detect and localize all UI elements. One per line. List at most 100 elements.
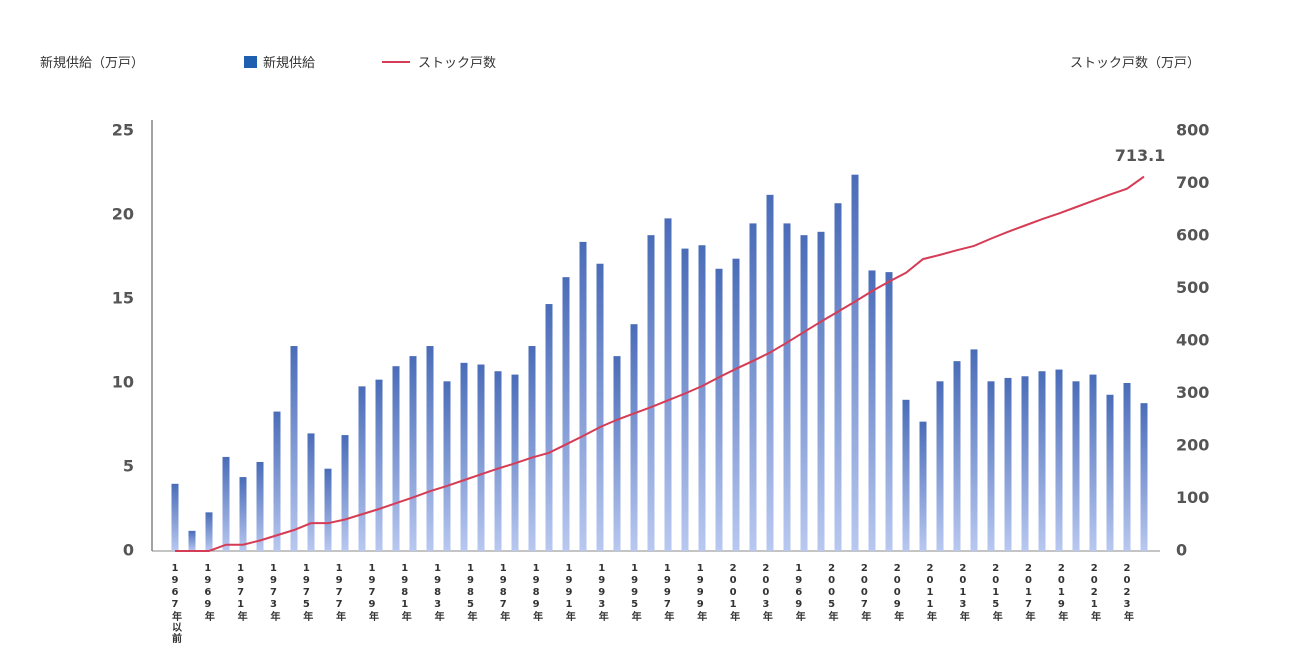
bar: [1089, 374, 1097, 551]
bar: [647, 235, 655, 551]
bar: [1123, 383, 1131, 551]
bar: [681, 248, 689, 551]
bar: [596, 263, 604, 551]
x-tick-label: 1967年以前: [170, 563, 182, 644]
bar: [953, 361, 961, 551]
legend-label: 新規供給: [263, 55, 315, 71]
x-tick-label: 2001年: [728, 563, 740, 622]
bar: [239, 477, 247, 551]
x-tick-label: 1983年: [432, 563, 444, 622]
bar: [1004, 377, 1012, 551]
y2-tick-label: 200: [1176, 436, 1209, 455]
bar: [545, 304, 553, 551]
bar: [885, 272, 893, 551]
bar: [936, 381, 944, 551]
y2-tick-label: 300: [1176, 383, 1209, 402]
bar: [290, 346, 298, 551]
x-tick-label: 2011年: [925, 563, 937, 622]
bar: [324, 468, 332, 551]
y2-tick-label: 600: [1176, 226, 1209, 245]
stock-line: [175, 175, 1145, 552]
bar: [817, 231, 825, 552]
bar: [749, 223, 757, 551]
bar: [1140, 403, 1148, 551]
data-label: 713.1: [1115, 146, 1166, 165]
x-tick-label: 1997年: [662, 563, 674, 622]
bar: [358, 386, 366, 551]
bar: [460, 362, 468, 551]
bar: [698, 245, 706, 552]
bar: [766, 194, 774, 551]
legend-label: ストック戸数: [418, 56, 496, 71]
bar: [987, 381, 995, 551]
x-tick-label: 2017年: [1023, 563, 1035, 622]
x-tick-label: 2009年: [892, 563, 904, 622]
bar: [800, 235, 808, 551]
y2-tick-label: 700: [1176, 173, 1209, 192]
bar: [851, 174, 859, 551]
bar: [868, 270, 876, 551]
x-tick-label: 1981年: [399, 563, 411, 622]
bar: [919, 421, 927, 551]
x-tick-label: 2005年: [826, 563, 838, 622]
bar: [783, 223, 791, 551]
bar: [307, 433, 315, 551]
y-tick-label: 20: [112, 205, 134, 224]
bar: [1038, 371, 1046, 551]
x-tick-label: 1969年: [793, 563, 805, 622]
bar: [375, 379, 383, 551]
bar: [171, 483, 179, 551]
bar: [222, 456, 230, 551]
bar: [1072, 381, 1080, 551]
y2-tick-label: 0: [1176, 541, 1187, 560]
bar: [562, 277, 570, 551]
x-tick-label: 2003年: [760, 563, 772, 622]
legend-swatch: [244, 56, 257, 68]
x-tick-label: 1979年: [366, 563, 378, 622]
bar: [477, 364, 485, 551]
x-tick-label: 1987年: [498, 563, 510, 622]
x-tick-label: 1985年: [465, 563, 477, 622]
bar: [834, 203, 842, 552]
x-tick-label: 1971年: [235, 563, 247, 622]
bar: [1106, 394, 1114, 551]
bar: [188, 530, 196, 551]
y-tick-label: 5: [123, 457, 134, 476]
x-tick-label: 1991年: [563, 563, 575, 622]
x-tick-label: 1999年: [695, 563, 707, 622]
y-tick-label: 10: [112, 373, 134, 392]
bar: [715, 268, 723, 551]
x-tick-label: 1995年: [629, 563, 641, 622]
bar: [409, 356, 417, 551]
bar: [970, 349, 978, 551]
y2-tick-label: 100: [1176, 488, 1209, 507]
x-tick-label: 2021年: [1089, 563, 1101, 622]
y-tick-label: 25: [112, 121, 134, 140]
bar: [426, 346, 434, 551]
bar: [1021, 376, 1029, 551]
x-tick-label: 1977年: [334, 563, 346, 622]
x-tick-label: 2023年: [1122, 563, 1134, 622]
y-axis-title: 新規供給（万戸）: [40, 55, 144, 71]
bar: [273, 411, 281, 551]
x-tick-label: 2015年: [990, 563, 1002, 622]
y2-tick-label: 800: [1176, 121, 1209, 140]
y-tick-label: 0: [123, 541, 134, 560]
bar: [630, 324, 638, 551]
bar: [732, 258, 740, 551]
bar: [341, 435, 349, 551]
y2-axis-title: ストック戸数（万戸）: [1070, 56, 1200, 71]
bar: [443, 381, 451, 551]
bar: [494, 371, 502, 551]
x-tick-label: 1989年: [531, 563, 543, 622]
bar: [256, 461, 264, 551]
bar: [664, 218, 672, 552]
bar: [579, 241, 587, 551]
x-tick-label: 2007年: [859, 563, 871, 622]
x-tick-label: 1969年: [202, 563, 214, 622]
y2-tick-label: 500: [1176, 278, 1209, 297]
x-tick-label: 2019年: [1056, 563, 1068, 622]
bar: [528, 346, 536, 551]
bar: [205, 512, 213, 551]
